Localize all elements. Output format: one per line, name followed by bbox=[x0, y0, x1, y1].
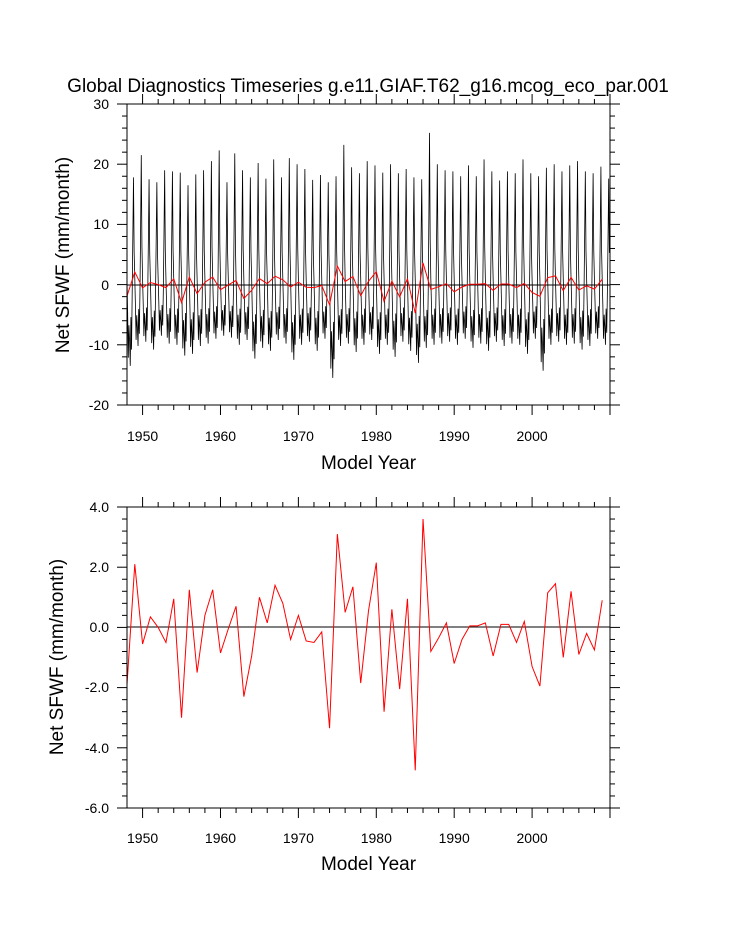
bottom-axis-ticks bbox=[117, 497, 620, 818]
x-tick-label: 2000 bbox=[517, 830, 548, 846]
y-tick-label: 30 bbox=[93, 96, 109, 112]
top-x-tick-labels: 1950 1960 1970 1980 1990 2000 bbox=[127, 428, 548, 444]
top-y-tick-labels: -20 -10 0 10 20 30 bbox=[89, 96, 109, 413]
x-tick-label: 1970 bbox=[283, 428, 314, 444]
bottom-x-axis-label: Model Year bbox=[321, 854, 417, 875]
x-tick-label: 1960 bbox=[205, 830, 236, 846]
chart-title: Global Diagnostics Timeseries g.e11.GIAF… bbox=[67, 76, 669, 97]
top-panel: 1950 1960 1970 1980 1990 2000 -20 -10 0 … bbox=[53, 94, 620, 474]
y-tick-label: 2.0 bbox=[90, 559, 110, 575]
y-tick-label: 0 bbox=[101, 277, 109, 293]
monthly-series-line bbox=[126, 132, 610, 378]
y-tick-label: 20 bbox=[93, 156, 109, 172]
bottom-y-tick-labels: -6.0 -4.0 -2.0 0.0 2.0 4.0 bbox=[85, 499, 109, 816]
x-tick-label: 1950 bbox=[127, 428, 158, 444]
top-x-axis-label: Model Year bbox=[321, 453, 417, 474]
x-tick-label: 1960 bbox=[205, 428, 236, 444]
top-axis-ticks bbox=[117, 94, 620, 415]
x-tick-label: 1980 bbox=[361, 428, 392, 444]
top-y-axis-label: Net SFWF (mm/month) bbox=[53, 157, 74, 353]
bottom-y-axis-label: Net SFWF (mm/month) bbox=[47, 559, 68, 755]
top-plot-frame bbox=[126, 103, 611, 406]
x-tick-label: 1970 bbox=[283, 830, 314, 846]
y-tick-label: 10 bbox=[93, 216, 109, 232]
x-tick-label: 2000 bbox=[517, 428, 548, 444]
annual-mean-series-line bbox=[126, 519, 603, 771]
y-tick-label: 0.0 bbox=[90, 619, 110, 635]
bottom-panel: 1950 1960 1970 1980 1990 2000 -6.0 -4.0 … bbox=[47, 497, 620, 875]
x-tick-label: 1990 bbox=[439, 428, 470, 444]
y-tick-label: 4.0 bbox=[90, 499, 110, 515]
y-tick-label: -4.0 bbox=[85, 740, 109, 756]
bottom-plot-frame bbox=[126, 506, 611, 809]
y-tick-label: -20 bbox=[89, 397, 109, 413]
x-tick-label: 1980 bbox=[361, 830, 392, 846]
annual-mean-series-line bbox=[126, 262, 603, 314]
x-tick-label: 1950 bbox=[127, 830, 158, 846]
y-tick-label: -6.0 bbox=[85, 800, 109, 816]
y-tick-label: -2.0 bbox=[85, 679, 109, 695]
bottom-x-tick-labels: 1950 1960 1970 1980 1990 2000 bbox=[127, 830, 548, 846]
y-tick-label: -10 bbox=[89, 337, 109, 353]
x-tick-label: 1990 bbox=[439, 830, 470, 846]
